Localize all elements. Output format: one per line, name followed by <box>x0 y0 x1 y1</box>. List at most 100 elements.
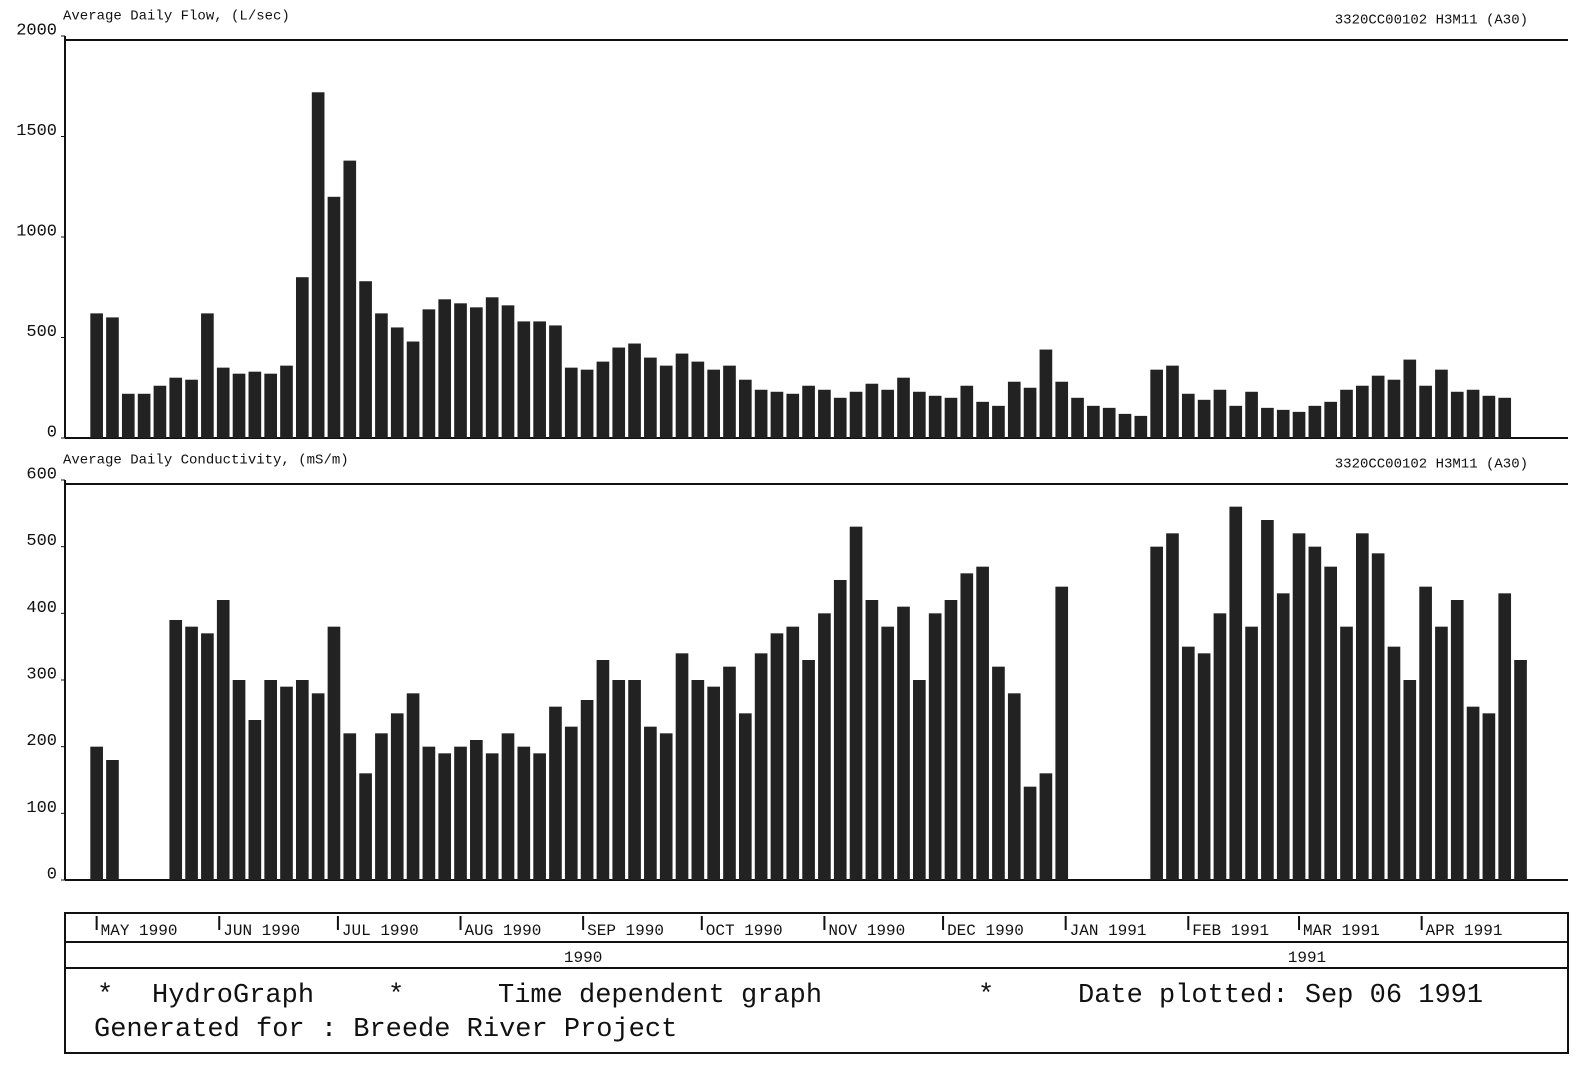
bar <box>375 733 388 880</box>
bar <box>232 373 246 438</box>
bar <box>1387 646 1401 880</box>
x-tick-label: JUL 1990 <box>342 922 419 940</box>
bar <box>1355 533 1369 880</box>
bar <box>913 680 926 880</box>
bar <box>644 357 657 438</box>
bar <box>644 726 657 880</box>
bar <box>897 606 910 880</box>
y-tick-label: 1500 <box>16 122 57 141</box>
x-tick-label: MAR 1991 <box>1303 922 1380 940</box>
bar <box>1261 407 1274 438</box>
bar <box>438 753 452 880</box>
bar <box>596 361 610 438</box>
bar <box>1071 397 1084 438</box>
bar <box>1007 381 1021 438</box>
bar <box>1387 379 1401 438</box>
bar <box>1403 680 1417 880</box>
bar <box>976 401 989 438</box>
bar <box>1039 773 1053 880</box>
bar <box>311 693 325 880</box>
footer-generated: Generated for : Breede River Project <box>94 1015 677 1045</box>
bar <box>1466 389 1480 438</box>
y-tick-label: 500 <box>26 323 57 342</box>
bar <box>470 740 483 880</box>
bar <box>960 385 974 438</box>
station-label: 3320CC00102 H3M11 (A30) <box>1335 13 1528 29</box>
bar <box>754 389 768 438</box>
y-tick-label: 1000 <box>16 222 57 241</box>
bar <box>216 367 230 438</box>
bar <box>454 746 467 880</box>
bar <box>786 626 800 880</box>
bar <box>1355 385 1369 438</box>
bar <box>944 397 958 438</box>
bar <box>596 660 610 880</box>
y-tick-label: 0 <box>47 865 57 884</box>
bar <box>723 365 736 438</box>
bar <box>90 313 103 438</box>
bar <box>1087 405 1100 438</box>
bar <box>1229 405 1243 438</box>
y-tick-label: 600 <box>26 465 57 484</box>
bar <box>1276 593 1290 880</box>
bar <box>1371 553 1385 880</box>
bar <box>533 321 546 438</box>
bar <box>454 303 467 438</box>
x-tick-label: AUG 1990 <box>465 922 542 940</box>
footer-item: * <box>97 981 113 1011</box>
bar <box>90 746 103 880</box>
bar <box>1450 600 1464 880</box>
bar <box>881 626 895 880</box>
bar <box>359 281 372 438</box>
bar <box>375 313 388 438</box>
bar <box>280 686 293 880</box>
bar <box>1450 391 1464 438</box>
bar <box>470 307 483 438</box>
bar <box>1498 397 1512 438</box>
bar <box>833 580 847 880</box>
bar <box>169 377 183 438</box>
bar <box>770 633 784 880</box>
bar <box>1324 401 1338 438</box>
bar <box>738 713 752 880</box>
year-label: 1990 <box>564 949 602 967</box>
bar <box>659 365 673 438</box>
bar <box>580 369 594 438</box>
bar <box>1482 713 1496 880</box>
bar <box>390 327 404 438</box>
x-tick-label: SEP 1990 <box>587 922 664 940</box>
bar <box>1276 409 1290 438</box>
bar <box>612 680 626 880</box>
bar <box>1039 349 1053 438</box>
bar <box>185 379 198 438</box>
bar <box>106 760 119 880</box>
bar <box>295 680 309 880</box>
x-tick-label: DEC 1990 <box>947 922 1024 940</box>
x-tick-label: APR 1991 <box>1426 922 1503 940</box>
bar <box>1007 693 1021 880</box>
bar <box>137 393 151 438</box>
bar <box>1150 369 1163 438</box>
bar <box>1023 786 1037 880</box>
bar <box>1150 546 1163 880</box>
bar <box>216 600 230 880</box>
bar <box>1102 407 1116 438</box>
bar <box>707 686 720 880</box>
bar <box>264 680 278 880</box>
bar <box>549 325 562 438</box>
bar <box>691 361 705 438</box>
bar <box>628 680 641 880</box>
bar <box>1181 393 1195 438</box>
x-tick-label: FEB 1991 <box>1192 922 1269 940</box>
bar <box>865 600 879 880</box>
bar <box>1419 586 1432 880</box>
bar <box>422 309 436 438</box>
bar <box>327 196 341 438</box>
bar <box>675 353 689 438</box>
chart-title: Average Daily Conductivity, (mS/m) <box>63 453 349 469</box>
x-tick-label: JUN 1990 <box>223 922 300 940</box>
bar <box>1055 381 1069 438</box>
footer-item: Time dependent graph <box>498 981 822 1011</box>
bar <box>1134 415 1148 438</box>
